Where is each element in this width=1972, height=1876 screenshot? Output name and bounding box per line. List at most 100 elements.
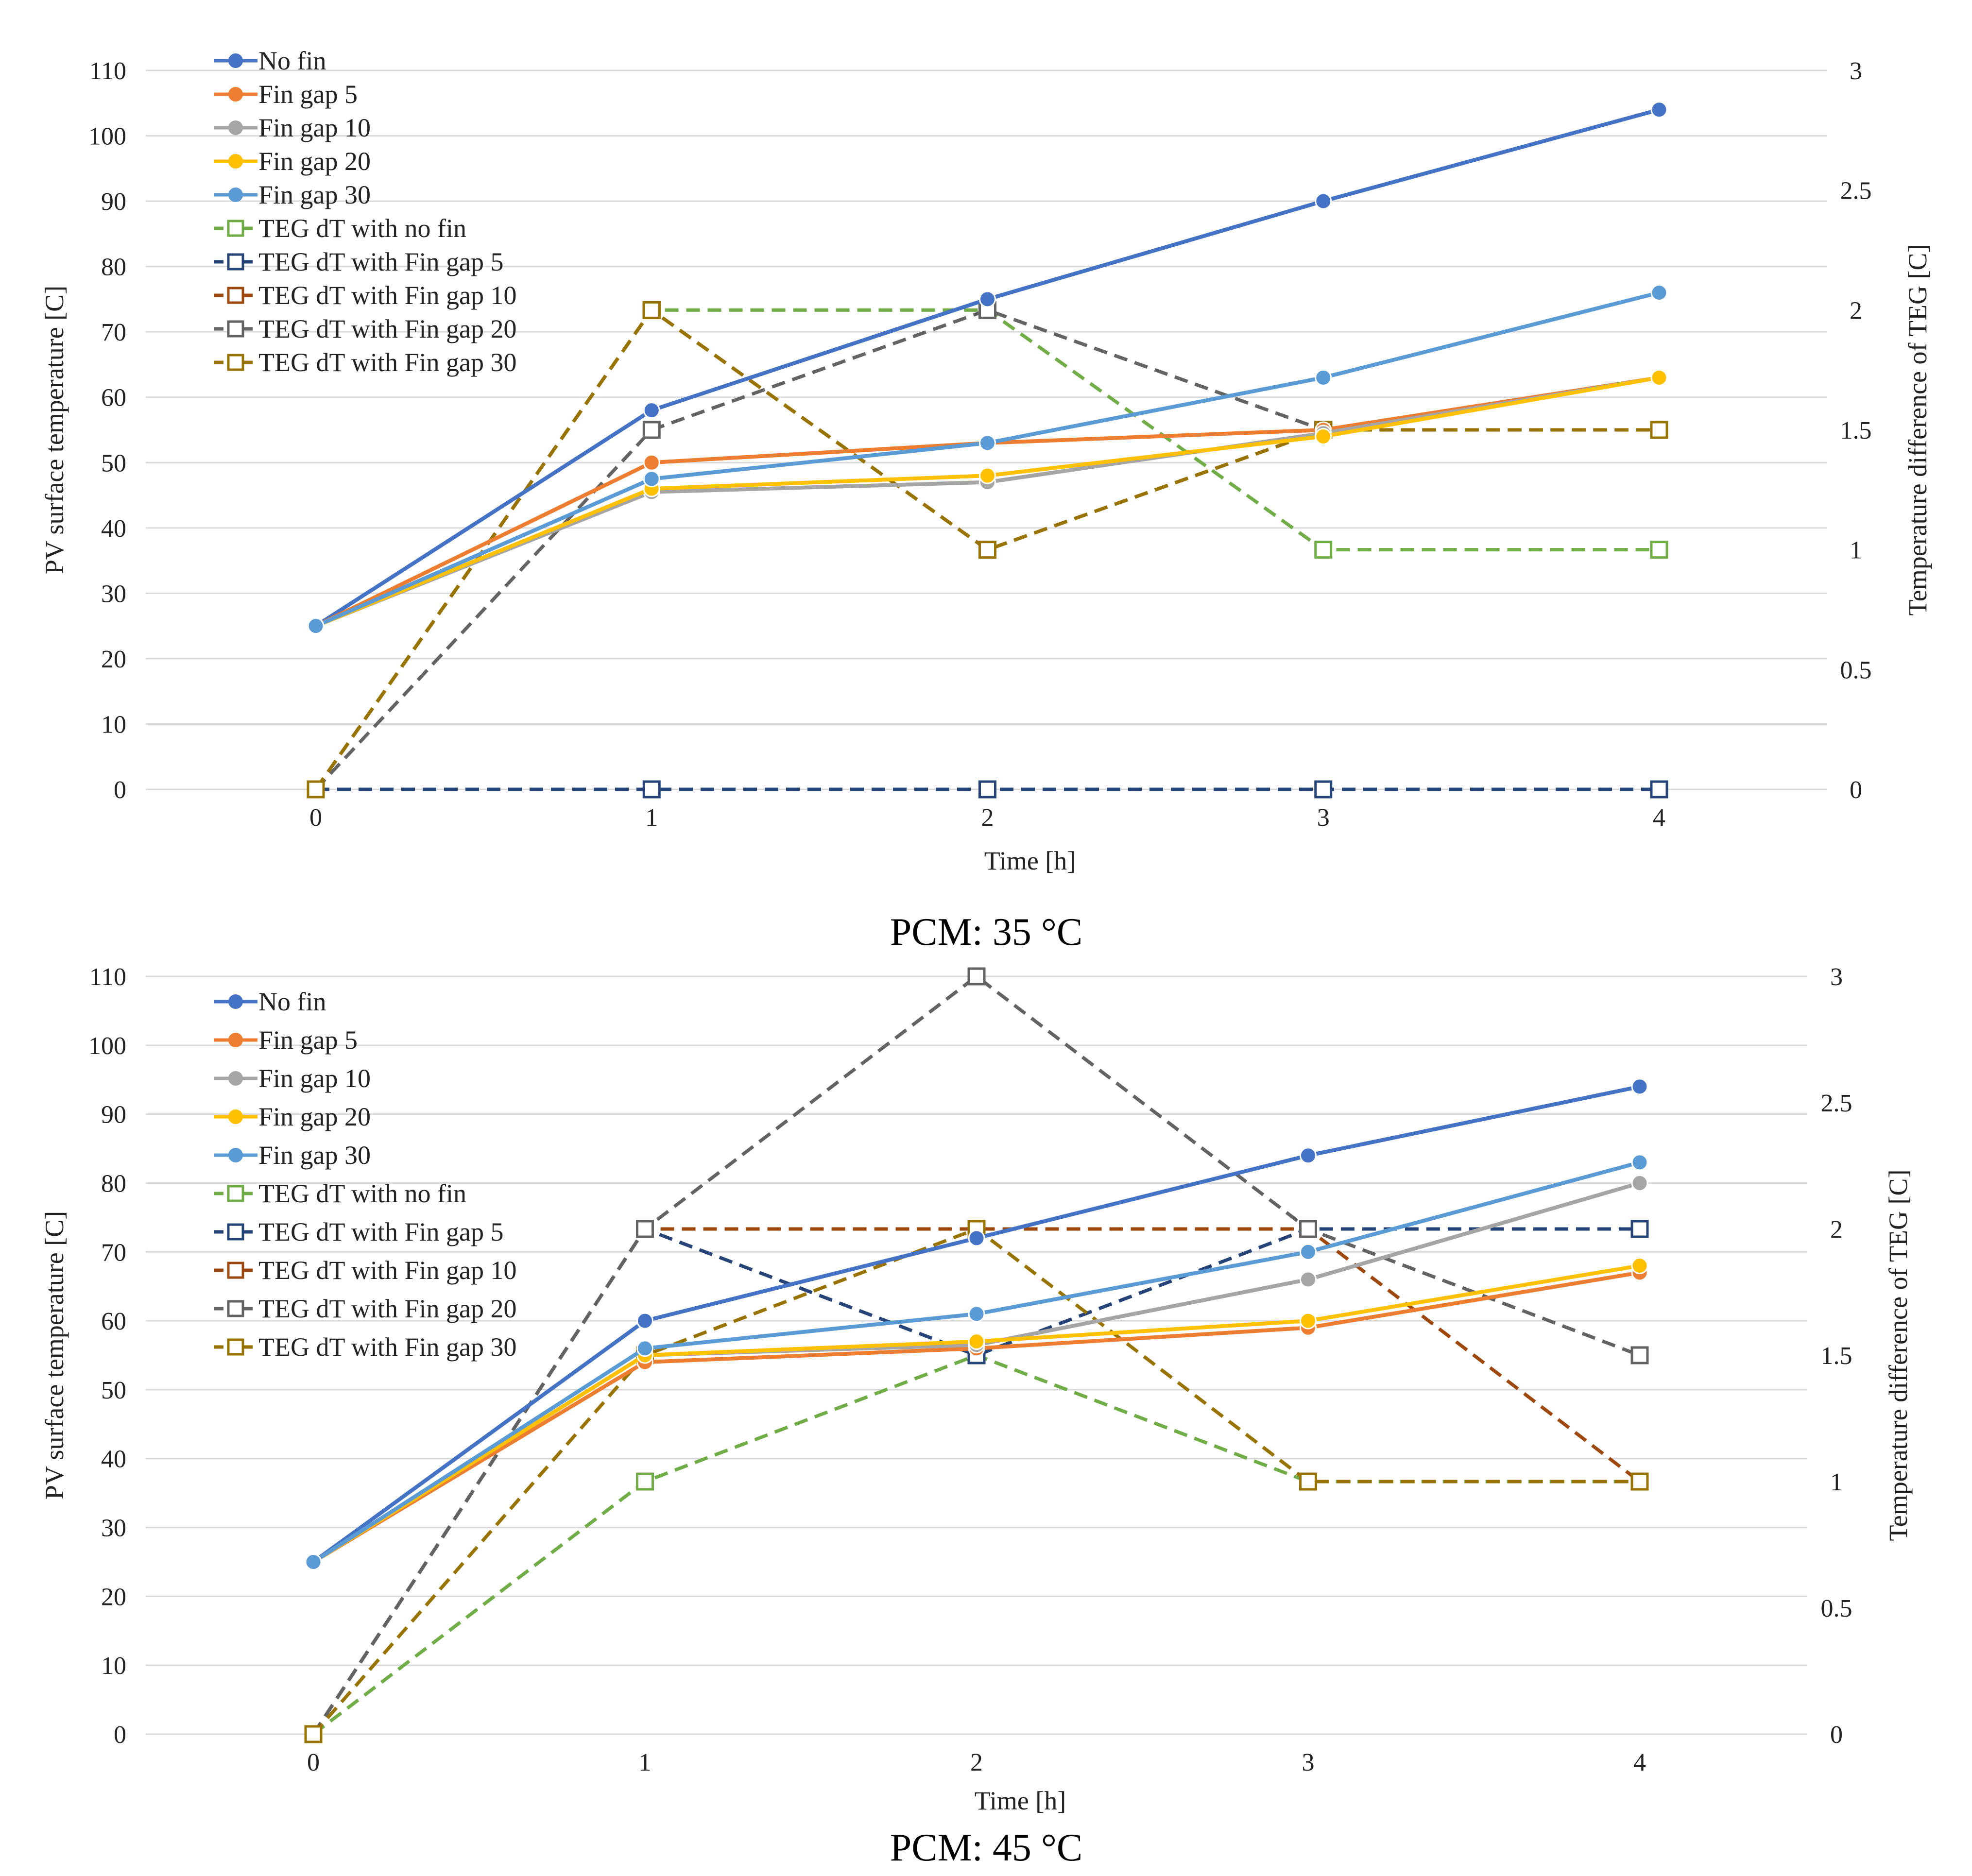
x-tick-label: 1 (639, 1749, 652, 1776)
legend-marker (228, 154, 243, 169)
x-tick-label: 0 (307, 1749, 320, 1776)
legend-label: Fin gap 10 (258, 1064, 371, 1093)
chart-caption: PCM: 45 °C (890, 1826, 1083, 1869)
y-tick-label: 50 (101, 1377, 126, 1404)
legend-label: Fin gap 5 (258, 1025, 358, 1055)
data-point (968, 1305, 985, 1323)
x-tick-label: 3 (1302, 1749, 1315, 1776)
y-tick-label: 90 (101, 1101, 126, 1129)
legend-marker (227, 1185, 244, 1202)
legend-item: Fin gap 20 (214, 147, 371, 176)
y-tick-label: 10 (101, 1652, 126, 1680)
y2-tick-label: 0 (1850, 776, 1862, 804)
data-point (1631, 1078, 1648, 1095)
legend-item: Fin gap 5 (214, 1025, 358, 1055)
y2-tick-label: 1 (1830, 1468, 1843, 1496)
x-axis-title: Time [h] (975, 1786, 1066, 1815)
legend-label: TEG dT with Fin gap 30 (258, 348, 516, 377)
x-tick-label: 2 (981, 804, 994, 832)
y2-tick-label: 1.5 (1821, 1342, 1852, 1370)
data-point (1299, 1472, 1317, 1491)
series-line (314, 308, 1659, 791)
data-point (1650, 101, 1668, 119)
data-point (1650, 541, 1668, 559)
data-point (636, 1340, 653, 1357)
y-tick-label: 30 (101, 580, 126, 608)
data-point (643, 454, 660, 471)
data-point (1650, 284, 1668, 301)
data-point (1300, 1147, 1317, 1164)
y-tick-label: 90 (101, 188, 126, 216)
y2-tick-label: 1 (1850, 537, 1862, 564)
legend-item: No fin (214, 46, 326, 75)
legend-label: TEG dT with Fin gap 10 (258, 281, 516, 310)
data-point (636, 1472, 654, 1491)
legend-item: Fin gap 5 (214, 80, 358, 109)
y-tick-label: 50 (101, 449, 126, 477)
legend: No fin Fin gap 5 Fin gap 10 Fin gap 20 Fin g… (214, 46, 516, 377)
legend-marker (228, 87, 243, 102)
y2-tick-label: 1.5 (1840, 417, 1872, 444)
data-point (643, 470, 660, 488)
legend-item: Fin gap 10 (214, 113, 371, 142)
legend-item: TEG dT with Fin gap 20 (214, 314, 516, 343)
y-tick-label: 30 (101, 1515, 126, 1542)
data-point (979, 467, 996, 484)
legend-item: TEG dT with no fin (214, 214, 466, 243)
legend-marker (227, 320, 244, 338)
legend-label: TEG dT with no fin (258, 214, 466, 243)
data-point (1300, 1312, 1317, 1330)
legend-label: No fin (258, 46, 326, 75)
y2-tick-label: 2 (1850, 297, 1862, 324)
y-tick-label: 110 (89, 963, 126, 991)
y-tick-label: 70 (101, 1239, 126, 1266)
data-point (978, 780, 996, 799)
legend-label: Fin gap 30 (258, 1141, 371, 1170)
legend-label: TEG dT with Fin gap 20 (258, 1294, 516, 1323)
series-fin-gap-30 (305, 1154, 1648, 1570)
series-no-fin (305, 1078, 1648, 1570)
data-point (1631, 1174, 1648, 1192)
legend-marker (228, 994, 243, 1009)
series-fin-gap-30 (307, 284, 1668, 635)
legend-item: TEG dT with Fin gap 20 (214, 1294, 516, 1323)
legend-item: TEG dT with Fin gap 10 (214, 281, 516, 310)
data-point (1300, 1243, 1317, 1261)
data-point (1630, 1220, 1649, 1238)
y-tick-label: 20 (101, 646, 126, 673)
data-point (642, 421, 661, 439)
legend-label: TEG dT with no fin (258, 1179, 466, 1208)
y-axis-title: PV surface temperature [C] (40, 1211, 69, 1500)
data-point (307, 780, 325, 799)
y2-tick-label: 2 (1830, 1216, 1843, 1244)
legend-item: Fin gap 30 (214, 1141, 371, 1170)
data-point (1650, 369, 1668, 386)
y-tick-label: 0 (114, 776, 126, 804)
y-axis-title: PV surface temperature [C] (40, 286, 69, 574)
y2-tick-label: 0.5 (1821, 1595, 1852, 1622)
data-point (1315, 427, 1332, 445)
y2-tick-label: 0 (1830, 1721, 1843, 1749)
x-tick-label: 0 (309, 804, 322, 832)
legend-item: Fin gap 10 (214, 1064, 371, 1093)
y2-tick-label: 2.5 (1840, 177, 1872, 205)
data-point (979, 290, 996, 308)
data-point (978, 541, 996, 559)
y2-tick-label: 3 (1830, 963, 1843, 991)
legend-label: Fin gap 30 (258, 180, 371, 209)
legend-item: TEG dT with Fin gap 30 (214, 1332, 516, 1362)
legend-marker (228, 120, 243, 135)
y-tick-label: 70 (101, 319, 126, 346)
legend-label: Fin gap 20 (258, 1102, 371, 1131)
data-point (1650, 780, 1668, 799)
data-point (305, 1553, 322, 1570)
y2-tick-label: 0.5 (1840, 656, 1872, 684)
legend-item: TEG dT with Fin gap 5 (214, 247, 503, 276)
y-tick-label: 40 (101, 515, 126, 543)
legend-item: TEG dT with no fin (214, 1179, 466, 1208)
data-point (636, 1220, 654, 1238)
legend-marker (227, 1300, 244, 1317)
y-tick-label: 100 (88, 1032, 126, 1060)
